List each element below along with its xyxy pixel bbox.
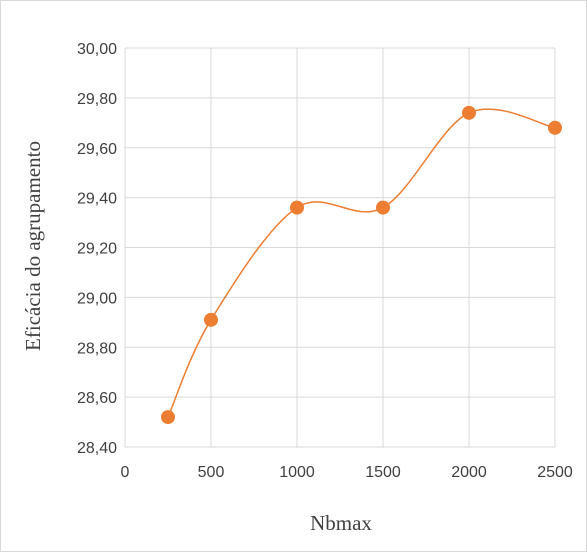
x-tick-label: 500 — [198, 464, 225, 481]
y-tick-label: 28,80 — [77, 340, 117, 357]
x-tick-label: 1500 — [365, 464, 401, 481]
data-point — [376, 200, 390, 215]
data-point — [204, 312, 218, 327]
x-tick-label: 0 — [121, 464, 130, 481]
data-point — [548, 120, 562, 135]
x-axis-title: Nbmax — [310, 511, 372, 535]
data-point — [161, 410, 175, 425]
series-line — [167, 108, 556, 418]
x-axis-ticks: 0 500 1000 1500 2000 2500 — [121, 464, 573, 481]
y-tick-label: 29,00 — [77, 290, 117, 307]
data-points — [161, 105, 562, 425]
series-line-group — [167, 108, 556, 418]
y-tick-label: 28,60 — [77, 390, 117, 407]
x-tick-label: 2000 — [451, 464, 487, 481]
x-tick-label: 2500 — [537, 464, 573, 481]
y-tick-label: 28,40 — [77, 440, 117, 457]
y-tick-label: 29,40 — [77, 191, 117, 208]
data-point — [462, 105, 476, 120]
y-tick-label: 29,20 — [77, 241, 117, 258]
x-tick-label: 1000 — [279, 464, 315, 481]
y-tick-label: 30,00 — [77, 41, 117, 58]
y-tick-label: 29,80 — [77, 91, 117, 108]
y-axis-title: Eficácia do agrupamento — [21, 141, 45, 351]
data-point — [290, 200, 304, 215]
y-tick-label: 29,60 — [77, 141, 117, 158]
gridlines — [124, 47, 556, 448]
y-axis-ticks: 28,40 28,60 28,80 29,00 29,20 29,40 29,60 29,80… — [77, 41, 117, 457]
